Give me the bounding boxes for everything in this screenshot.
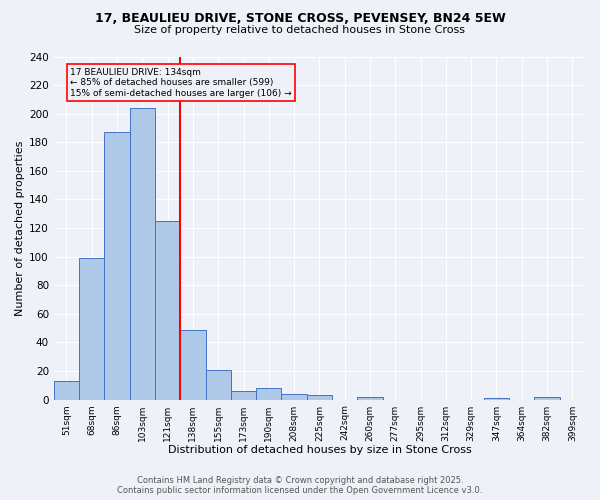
Y-axis label: Number of detached properties: Number of detached properties — [15, 140, 25, 316]
Bar — [130, 108, 155, 400]
Text: 17, BEAULIEU DRIVE, STONE CROSS, PEVENSEY, BN24 5EW: 17, BEAULIEU DRIVE, STONE CROSS, PEVENSE… — [95, 12, 505, 26]
Text: Contains HM Land Registry data © Crown copyright and database right 2025.
Contai: Contains HM Land Registry data © Crown c… — [118, 476, 482, 495]
Bar — [104, 132, 130, 400]
Bar — [79, 258, 104, 400]
Bar — [231, 391, 256, 400]
Bar — [206, 370, 231, 400]
Bar — [535, 396, 560, 400]
Bar — [155, 221, 180, 400]
Bar — [54, 381, 79, 400]
Bar — [256, 388, 281, 400]
Bar — [307, 396, 332, 400]
X-axis label: Distribution of detached houses by size in Stone Cross: Distribution of detached houses by size … — [167, 445, 471, 455]
Bar — [358, 396, 383, 400]
Bar — [484, 398, 509, 400]
Bar — [180, 330, 206, 400]
Text: 17 BEAULIEU DRIVE: 134sqm
← 85% of detached houses are smaller (599)
15% of semi: 17 BEAULIEU DRIVE: 134sqm ← 85% of detac… — [70, 68, 292, 98]
Bar — [281, 394, 307, 400]
Text: Size of property relative to detached houses in Stone Cross: Size of property relative to detached ho… — [134, 25, 466, 35]
